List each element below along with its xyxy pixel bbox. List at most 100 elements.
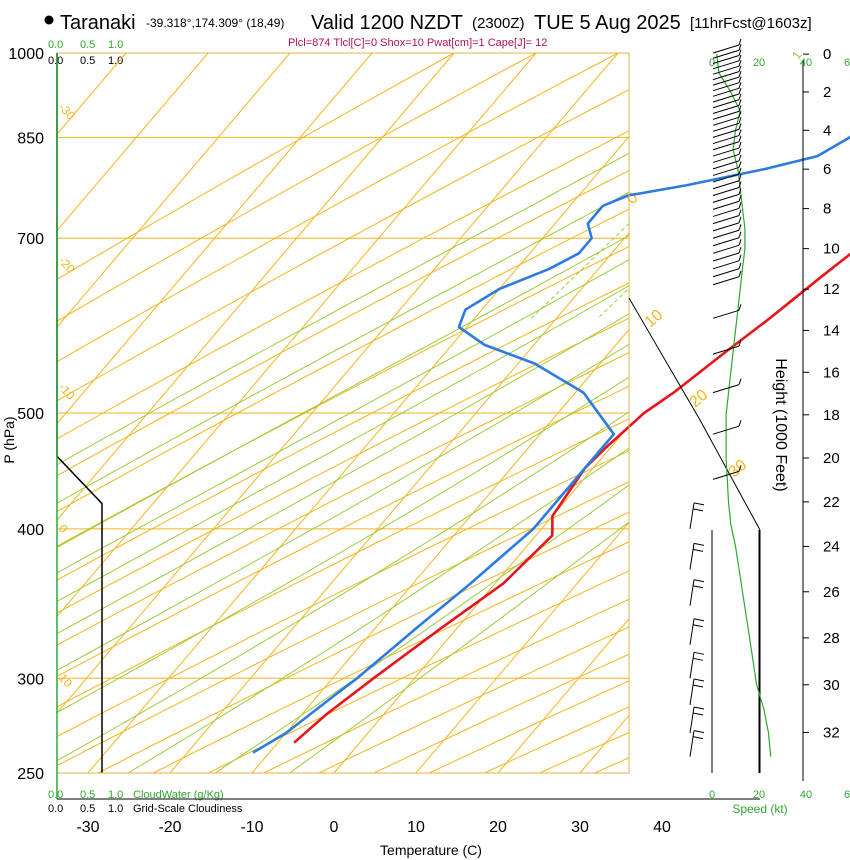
dry-adiabat-line — [207, 570, 629, 773]
station-name: Taranaki — [60, 12, 136, 34]
wind-barb — [712, 105, 742, 120]
wind-barb-staff — [712, 49, 740, 59]
speed-axis-bottom-tick: 6 — [844, 789, 850, 801]
wind-barb — [712, 87, 742, 103]
dry-adiabat-line — [57, 418, 629, 708]
wind-barb — [712, 60, 742, 75]
wind-barb-flag — [693, 678, 705, 682]
wind-barb-flag — [692, 684, 704, 688]
wind-barb-flag — [738, 38, 742, 46]
wind-barb — [712, 65, 742, 81]
wind-barb — [712, 99, 742, 115]
wind-barb-flag — [738, 216, 742, 224]
wind-barb-staff — [689, 579, 695, 606]
wind-barb-flag — [738, 111, 742, 118]
cloudiness-bottom-tick: 1.0 — [108, 803, 123, 815]
wind-barb — [712, 304, 742, 319]
wind-barb-staff — [712, 128, 740, 138]
dry-adiabat-line — [57, 169, 629, 477]
pressure-tick-label: 850 — [17, 130, 44, 147]
dry-adiabat-line — [57, 245, 629, 547]
wind-barb — [712, 93, 742, 109]
height-tick-label: 30 — [823, 677, 840, 694]
temp-tick-label: -30 — [76, 819, 99, 836]
wind-barb-flag — [738, 129, 742, 136]
wind-barb-staff — [712, 60, 740, 70]
dry-adiabat-line — [57, 53, 620, 363]
wind-barb-staff — [712, 173, 740, 183]
height-tick-label: 18 — [823, 407, 840, 424]
wind-barb-flag — [738, 262, 742, 269]
wind-barb — [712, 195, 742, 210]
moist-adiabat-line — [57, 343, 629, 671]
wind-barb-flag — [738, 60, 742, 67]
moist-adiabat-line — [214, 484, 629, 773]
moist-adiabat-line — [57, 234, 629, 548]
cloudiness-top-tick: 0.0 — [48, 55, 63, 67]
dry-adiabat-line — [57, 208, 629, 513]
wind-barb-flag — [738, 49, 742, 56]
temperature-curve — [293, 252, 850, 744]
stability-params: Plcl=874 Tlcl[C]=0 Shox=10 Pwat[cm]=1 Ca… — [288, 37, 547, 49]
wind-barb-flag — [738, 141, 742, 149]
mixing-ratio-line — [746, 53, 850, 318]
wind-barb-staff — [689, 730, 695, 757]
wind-barb-staff — [712, 65, 740, 75]
wind-barb-flag — [738, 465, 742, 472]
cloudiness-top-tick: 0.5 — [80, 55, 95, 67]
wind-barb — [712, 224, 742, 239]
wind-barb — [712, 38, 742, 54]
wind-barb — [712, 262, 742, 278]
speed-axis-top-tick: 40 — [800, 57, 812, 69]
wind-barb-flag — [738, 70, 742, 78]
wind-barb-flag — [692, 508, 704, 512]
height-tick-label: 10 — [823, 241, 840, 258]
isotherm-line — [87, 135, 629, 773]
wind-barb-staff — [689, 618, 695, 645]
temp-tick-label: 40 — [653, 819, 671, 836]
height-tick-label: 4 — [823, 122, 831, 139]
wind-barb-staff — [712, 153, 740, 163]
wind-barb-staff — [689, 652, 695, 679]
temp-tick-label: 0 — [330, 819, 339, 836]
wind-barb — [712, 339, 742, 355]
wind-barb — [712, 154, 742, 170]
wind-barb-staff — [712, 384, 740, 394]
dry-adiabat-label: 10 — [642, 307, 667, 332]
valid-time: Valid 1200 NZDT — [311, 12, 463, 34]
wind-barb-staff — [689, 678, 695, 706]
wind-barb-staff — [712, 252, 740, 262]
grid-layer — [57, 53, 850, 773]
wind-barb-staff — [712, 276, 740, 286]
wind-barb-staff — [712, 87, 740, 97]
wind-barb-staff — [712, 268, 740, 278]
wind-barb-staff — [712, 345, 740, 355]
cloudwater-bottom-tick: 0.5 — [80, 789, 95, 801]
wind-barb-staff — [712, 122, 740, 132]
wind-barb-flag — [693, 618, 705, 622]
height-tick-label: 26 — [823, 584, 840, 601]
wind-barb-flag — [693, 542, 705, 546]
cloudiness-label: Grid-Scale Cloudiness — [133, 803, 243, 815]
isotherm-line — [57, 53, 455, 521]
wind-barb — [689, 579, 705, 606]
speed-axis-top-tick: 20 — [753, 57, 765, 69]
wind-barb-flag — [693, 579, 705, 583]
x-axis-title: Temperature (C) — [380, 842, 482, 858]
wind-barb-flag — [738, 44, 742, 51]
wind-barb-flag — [738, 54, 742, 61]
isotherm-line — [662, 53, 850, 773]
wind-barb-flag — [738, 420, 742, 427]
wind-barb-flag — [692, 548, 704, 552]
wind-barb-staff — [712, 141, 740, 151]
wind-barb-staff — [712, 166, 740, 176]
wind-barb-flag — [738, 123, 742, 130]
dry-adiabat-line — [57, 89, 629, 402]
cloudwater-bottom-tick: 0.0 — [48, 789, 63, 801]
wind-barb-flag — [738, 202, 742, 209]
wind-barb-staff — [712, 99, 740, 109]
wind-barb — [689, 651, 705, 679]
wind-barb-flag — [738, 174, 742, 181]
cloudiness-bottom-tick: 0.5 — [80, 803, 95, 815]
wind-barb — [712, 209, 742, 225]
